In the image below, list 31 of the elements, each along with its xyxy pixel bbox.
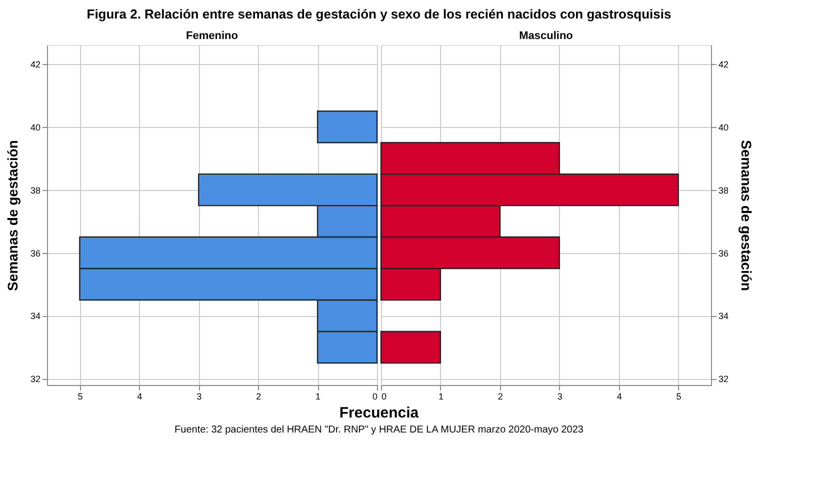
y-tick-label: 38 xyxy=(718,185,729,196)
x-tick-label: 0 xyxy=(372,392,378,402)
source-note: Fuente: 32 pacientes del HRAEN "Dr. RNP" y HRAE DE LA MUJER marzo 2020-mayo 2023 xyxy=(174,424,584,436)
x-tick-label: 3 xyxy=(196,392,202,402)
x-tick-label: 1 xyxy=(438,392,444,402)
x-tick-label: 5 xyxy=(78,392,83,402)
y-axis-title: Semanas de gestación xyxy=(738,140,755,291)
y-tick-label: 38 xyxy=(30,185,40,196)
x-axis-title: Frecuencia xyxy=(339,404,420,422)
y-tick-label: 34 xyxy=(30,311,40,322)
text: Femenino xyxy=(186,30,238,42)
text: Masculino xyxy=(519,30,574,42)
x-tick-label: 3 xyxy=(557,392,562,402)
y-tick-label: 42 xyxy=(30,59,40,70)
y-axis-title: Semanas de gestación xyxy=(4,140,20,291)
y-tick-label: 40 xyxy=(30,122,40,132)
x-tick-label: 4 xyxy=(137,392,142,402)
y-tick-label: 36 xyxy=(30,248,40,258)
chart-title: Figura 2. Relación entre semanas de gestación y sexo de los recién nacidos con gastrosquisis xyxy=(86,6,672,22)
y-tick-label: 32 xyxy=(718,374,729,384)
x-tick-label: 0 xyxy=(382,392,387,402)
x-tick-label: 1 xyxy=(316,392,321,402)
y-tick-label: 36 xyxy=(718,248,729,258)
x-tick-label: 2 xyxy=(498,392,503,402)
x-tick-label: 5 xyxy=(676,392,682,402)
y-tick-label: 40 xyxy=(718,122,729,132)
y-tick-label: 34 xyxy=(718,311,729,322)
y-tick-label: 42 xyxy=(718,59,729,70)
y-tick-label: 32 xyxy=(30,374,40,384)
x-tick-label: 2 xyxy=(256,392,262,402)
x-tick-label: 4 xyxy=(616,392,622,402)
